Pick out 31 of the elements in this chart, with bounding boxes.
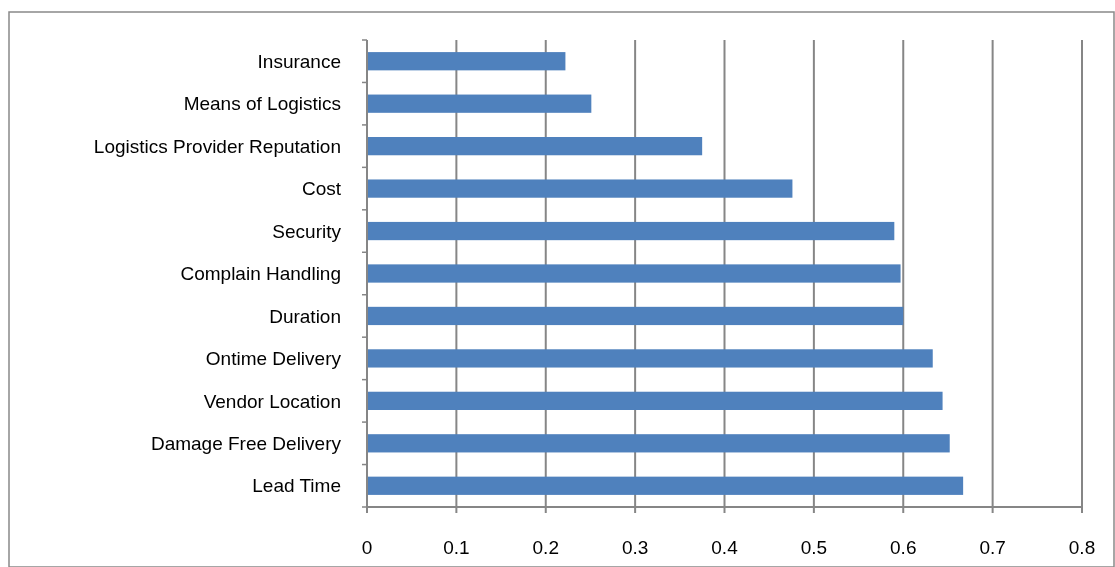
x-tick-label: 0.3 <box>621 537 649 558</box>
x-tick-label: 0.5 <box>800 537 828 558</box>
x-tick-label: 0.6 <box>890 537 917 558</box>
bar <box>367 179 793 198</box>
y-tick-label: Damage Free Delivery <box>150 432 342 454</box>
bar <box>367 221 895 241</box>
y-tick-label: Insurance <box>257 50 341 72</box>
x-tick-label: 0.2 <box>532 537 559 558</box>
bar <box>367 94 592 113</box>
bar <box>367 264 901 283</box>
y-tick-label: Complain Handling <box>180 263 341 285</box>
y-tick-label: Logistics Provider Reputation <box>93 135 341 157</box>
x-tick-label: 0.8 <box>1068 537 1096 558</box>
x-tick-label: 0.1 <box>443 537 470 558</box>
x-tick-label: 0 <box>361 537 373 558</box>
bar <box>367 137 703 156</box>
y-tick-label: Ontime Delivery <box>205 348 342 370</box>
y-tick-label: Lead Time <box>252 475 341 497</box>
bar <box>367 391 943 410</box>
x-tick-label: 0.4 <box>711 537 739 558</box>
x-tick-label: 0.7 <box>979 537 1006 558</box>
y-tick-label: Means of Logistics <box>183 93 341 115</box>
bar <box>367 434 950 453</box>
y-tick-label: Vendor Location <box>203 390 341 412</box>
y-tick-label: Security <box>272 220 342 242</box>
y-tick-label: Duration <box>269 305 341 327</box>
bar <box>367 306 904 326</box>
bar <box>367 349 933 368</box>
y-tick-label: Cost <box>301 178 342 200</box>
bar <box>367 476 964 495</box>
bar <box>367 52 566 71</box>
